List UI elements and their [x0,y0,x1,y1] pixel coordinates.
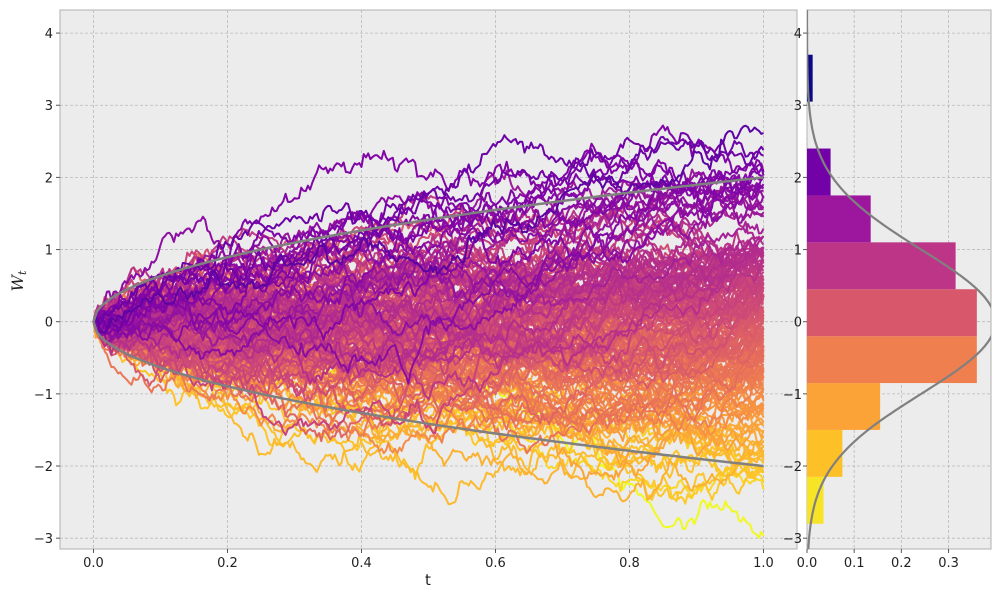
y-tick-label: 0 [794,316,802,331]
y-tick-label: −3 [34,532,53,547]
x-tick-label: 0.1 [844,556,865,571]
upper-envelope-line [92,176,764,323]
paths-x-tick-labels: 0.0 0.2 0.4 0.6 0.8 1.0 [83,549,774,571]
histogram-panel: 0.0 0.1 0.2 0.3 −3 −2 −1 0 1 2 3 4 [783,9,992,571]
histogram-y-tick-labels: −3 −2 −1 0 1 2 3 4 [783,27,807,547]
histogram-bar [807,195,871,243]
brownian-path [92,301,765,384]
x-tick-label: 0.8 [619,556,640,571]
brownian-path [93,211,765,344]
lower-envelope-line [92,321,764,468]
sqrt-envelope-group [92,176,764,468]
brownian-path [93,320,764,477]
y-tick-label: 4 [45,27,53,42]
histogram-bar [807,242,956,290]
brownian-path [92,198,764,328]
histogram-bar [807,54,813,102]
x-axis-label: t [425,571,431,589]
y-tick-label: −3 [783,532,802,547]
histogram-bars-group [807,54,977,524]
normal-pdf-group [807,10,991,549]
histogram-bar [807,383,881,430]
paths-plot-panel: 0.0 0.2 0.4 0.6 0.8 1.0 −3 −2 −1 0 1 2 3 4 t Wt [8,9,798,589]
y-tick-label: −2 [34,460,53,475]
brownian-path [93,185,765,345]
y-tick-label: 2 [794,171,802,186]
brownian-path [92,321,765,455]
brownian-path [92,124,765,323]
paths-y-tick-labels: −3 −2 −1 0 1 2 3 4 [34,27,60,547]
y-tick-label: −1 [34,388,53,403]
y-tick-label: 4 [794,27,802,42]
histogram-bar [807,429,843,477]
brownian-path [93,275,764,374]
brownian-path [92,184,764,385]
y-tick-label: 1 [794,244,802,259]
y-tick-label: −1 [783,388,802,403]
brownian-paths-group [92,124,765,539]
x-tick-label: 0.0 [83,556,104,571]
brownian-path [92,134,765,325]
y-axis-label: Wt [8,270,29,291]
y-tick-label: 3 [45,99,53,114]
x-tick-label: 0.4 [351,556,372,571]
y-tick-label: 0 [45,316,53,331]
brownian-path [92,150,765,327]
x-tick-label: 0.0 [797,556,818,571]
normal-pdf-line [807,10,991,549]
x-tick-label: 0.3 [938,556,959,571]
y-tick-label: 3 [794,99,802,114]
histogram-bar [807,148,831,196]
brownian-path [92,124,764,335]
histogram-bar [807,289,977,337]
histogram-bar [807,336,977,384]
brownian-path [92,174,765,341]
x-tick-label: 0.6 [485,556,506,571]
y-tick-label: −2 [783,460,802,475]
x-tick-label: 1.0 [753,556,774,571]
x-tick-label: 0.2 [891,556,912,571]
histogram-x-tick-labels: 0.0 0.1 0.2 0.3 [797,549,959,571]
y-tick-label: 1 [45,244,53,259]
brownian-path [92,321,765,506]
brownian-path [93,246,764,371]
x-tick-label: 0.2 [217,556,238,571]
y-tick-label: 2 [45,171,53,186]
brownian-path [93,161,765,327]
